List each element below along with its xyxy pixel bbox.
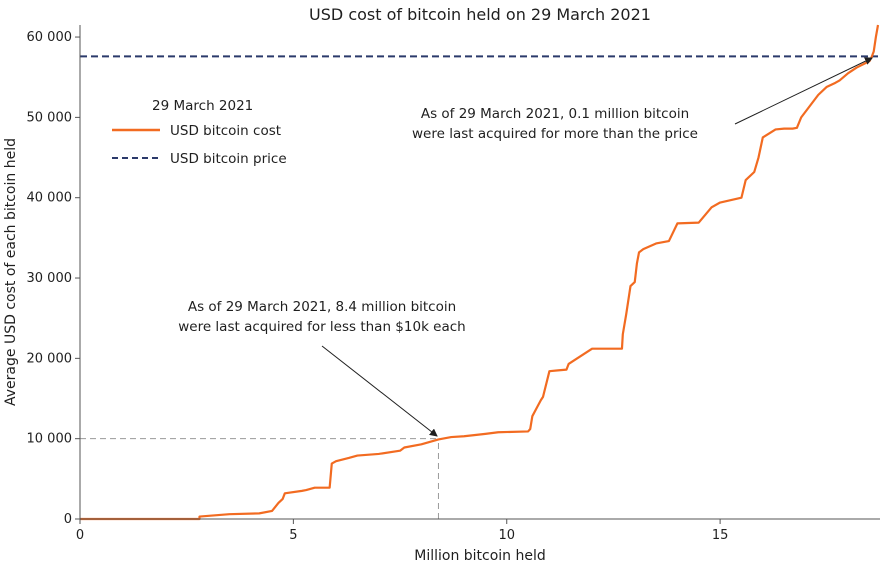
axes: [79, 25, 880, 520]
annotation-high-cost: As of 29 March 2021, 0.1 million bitcoin…: [412, 57, 873, 142]
y-tick-label: 0: [64, 512, 72, 527]
legend-label-price: USD bitcoin price: [170, 151, 287, 167]
reference-lines: [80, 438, 439, 519]
x-tick-label: 0: [76, 528, 84, 543]
y-tick-label: 20 000: [27, 351, 73, 366]
y-ticks: 0 10 000 20 000 30 000 40 000 50 000 60 000: [27, 30, 80, 527]
cost-series-group: [80, 24, 880, 521]
y-tick-label: 10 000: [27, 432, 73, 447]
legend-title: 29 March 2021: [152, 98, 253, 114]
y-tick-label: 30 000: [27, 271, 73, 286]
x-ticks: 0 5 10 15: [76, 519, 729, 543]
x-tick-label: 15: [712, 528, 729, 543]
annotation-low-line2: were last acquired for less than $10k ea…: [178, 319, 466, 335]
y-tick-label: 60 000: [27, 30, 73, 45]
y-tick-label: 40 000: [27, 191, 73, 206]
annotation-low-line1: As of 29 March 2021, 8.4 million bitcoin: [188, 299, 456, 315]
annotation-high-line2: were last acquired for more than the pri…: [412, 126, 698, 142]
x-tick-label: 10: [498, 528, 515, 543]
annotation-low-cost: As of 29 March 2021, 8.4 million bitcoin…: [178, 299, 466, 437]
annotation-high-line1: As of 29 March 2021, 0.1 million bitcoin: [421, 106, 689, 122]
x-axis-title: Million bitcoin held: [414, 548, 546, 564]
legend: 29 March 2021 USD bitcoin cost USD bitco…: [112, 98, 287, 167]
x-tick-label: 5: [289, 528, 297, 543]
series-line-bitcoin-cost: [80, 24, 880, 521]
annotation-low-arrow: [321, 345, 438, 437]
chart-title: USD cost of bitcoin held on 29 March 202…: [309, 5, 651, 24]
y-axis-title: Average USD cost of each bitcoin held: [3, 138, 19, 406]
annotation-high-arrow: [734, 57, 873, 125]
legend-label-cost: USD bitcoin cost: [170, 123, 281, 139]
y-tick-label: 50 000: [27, 110, 73, 125]
